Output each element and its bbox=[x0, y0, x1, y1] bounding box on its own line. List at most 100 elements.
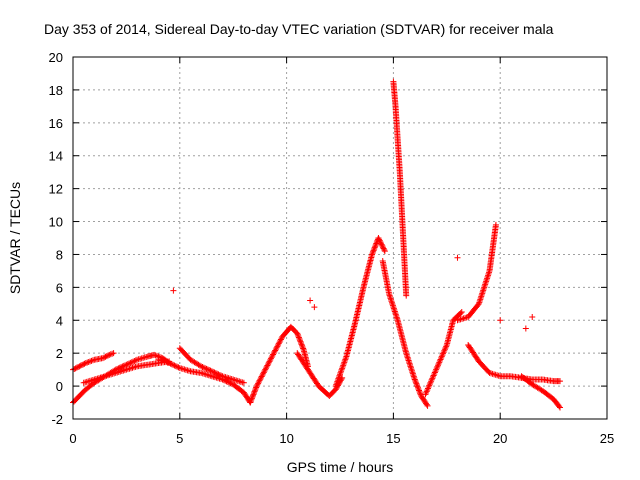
data-point bbox=[372, 241, 379, 248]
data-point bbox=[432, 368, 439, 375]
data-point bbox=[372, 243, 379, 250]
data-point bbox=[333, 380, 340, 387]
data-point bbox=[103, 353, 110, 360]
data-point bbox=[154, 352, 161, 359]
data-point bbox=[255, 380, 262, 387]
data-point bbox=[424, 402, 431, 409]
data-point bbox=[174, 363, 181, 370]
data-point bbox=[441, 346, 448, 353]
data-point bbox=[171, 362, 178, 369]
data-point bbox=[260, 370, 267, 377]
data-point bbox=[423, 389, 430, 396]
data-point bbox=[426, 382, 433, 389]
data-point bbox=[277, 337, 284, 344]
data-point bbox=[131, 357, 138, 364]
data-point bbox=[497, 317, 504, 324]
data-point bbox=[257, 376, 264, 383]
data-point bbox=[207, 367, 214, 374]
data-point bbox=[416, 388, 423, 395]
data-point bbox=[371, 245, 378, 252]
data-point bbox=[247, 399, 254, 406]
data-point bbox=[435, 362, 442, 369]
data-point bbox=[430, 372, 437, 379]
data-point bbox=[370, 247, 377, 254]
data-point bbox=[337, 369, 344, 376]
data-point bbox=[272, 347, 279, 354]
data-point bbox=[75, 364, 82, 371]
data-point bbox=[371, 244, 378, 251]
data-point bbox=[411, 376, 418, 383]
data-point bbox=[273, 344, 280, 351]
data-point bbox=[431, 369, 438, 376]
data-point bbox=[200, 364, 207, 371]
data-point bbox=[76, 363, 83, 370]
data-point bbox=[215, 371, 222, 378]
data-point bbox=[199, 363, 206, 370]
data-point bbox=[440, 350, 447, 357]
data-point bbox=[424, 385, 431, 392]
data-point bbox=[107, 351, 114, 358]
data-point bbox=[262, 366, 269, 373]
data-point bbox=[252, 385, 259, 392]
data-point bbox=[226, 379, 233, 386]
data-point bbox=[268, 354, 275, 361]
data-point bbox=[88, 357, 95, 364]
data-point bbox=[203, 365, 210, 372]
data-point bbox=[413, 380, 420, 387]
data-point bbox=[332, 383, 339, 390]
x-axis: 0 5 10 15 20 25 bbox=[69, 57, 614, 446]
data-point bbox=[218, 372, 225, 379]
y-tick-label: -2 bbox=[51, 412, 63, 427]
data-point bbox=[257, 374, 264, 381]
series-spike-15 bbox=[390, 78, 410, 299]
y-tick-label: 10 bbox=[49, 215, 63, 230]
data-point bbox=[424, 386, 431, 393]
data-point bbox=[299, 342, 306, 349]
data-point bbox=[381, 248, 388, 255]
y-tick-label: 6 bbox=[56, 280, 63, 295]
data-point bbox=[109, 350, 116, 357]
data-point bbox=[202, 365, 209, 372]
data-point bbox=[166, 360, 173, 367]
x-tick-label: 5 bbox=[176, 431, 183, 446]
data-point bbox=[557, 404, 564, 411]
series-outliers bbox=[170, 254, 536, 332]
data-point bbox=[429, 375, 436, 382]
data-point bbox=[342, 356, 349, 363]
data-marks bbox=[70, 78, 564, 411]
data-point bbox=[333, 381, 340, 388]
data-point bbox=[249, 394, 256, 401]
y-axis-label: SDTVAR / TECUs bbox=[7, 182, 23, 294]
data-point bbox=[441, 347, 448, 354]
data-point bbox=[340, 360, 347, 367]
data-point bbox=[339, 363, 346, 370]
series-decline-18.5-to-22.8 bbox=[465, 341, 564, 385]
data-point bbox=[118, 364, 125, 371]
data-point bbox=[298, 340, 305, 347]
data-point bbox=[474, 302, 481, 309]
data-point bbox=[128, 359, 135, 366]
data-point bbox=[270, 351, 277, 358]
data-point bbox=[403, 292, 410, 299]
data-point bbox=[206, 367, 213, 374]
data-point bbox=[334, 377, 341, 384]
data-point bbox=[265, 361, 272, 368]
data-point bbox=[89, 357, 96, 364]
data-point bbox=[258, 373, 265, 380]
data-point bbox=[376, 236, 383, 243]
data-point bbox=[266, 358, 273, 365]
data-point bbox=[438, 353, 445, 360]
data-point bbox=[80, 361, 87, 368]
data-point bbox=[256, 377, 263, 384]
series-descent-14.5-to-16.5 bbox=[379, 258, 431, 409]
data-point bbox=[426, 381, 433, 388]
x-tick-label: 0 bbox=[69, 431, 76, 446]
data-point bbox=[341, 359, 348, 366]
data-point bbox=[267, 355, 274, 362]
y-tick-label: 2 bbox=[56, 346, 63, 361]
data-point bbox=[437, 356, 444, 363]
data-point bbox=[341, 357, 348, 364]
data-point bbox=[101, 354, 108, 361]
series-tail-21-to-22.8 bbox=[518, 373, 564, 411]
data-point bbox=[211, 369, 218, 376]
